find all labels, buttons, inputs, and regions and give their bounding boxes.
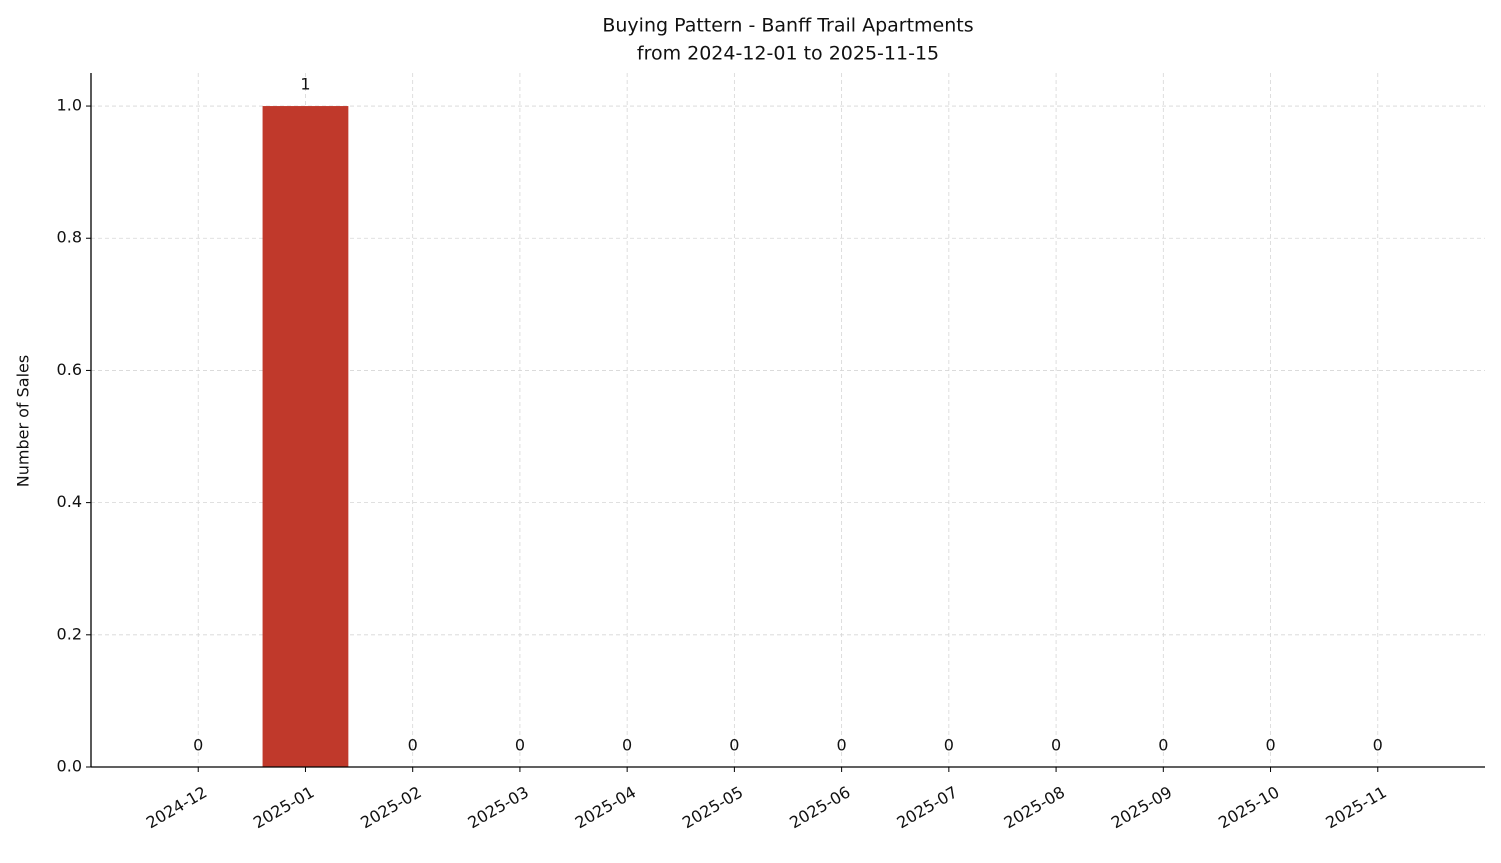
value-label: 0 [1265, 736, 1275, 755]
bar [262, 106, 349, 768]
value-label: 0 [193, 736, 203, 755]
value-label: 0 [622, 736, 632, 755]
y-tick-label: 1.0 [57, 96, 82, 115]
chart-subtitle: from 2024-12-01 to 2025-11-15 [637, 43, 939, 65]
y-tick-label: 0.8 [57, 228, 82, 247]
value-label: 0 [944, 736, 954, 755]
value-label: 1 [300, 75, 310, 94]
value-label: 0 [1373, 736, 1383, 755]
y-tick-label: 0.6 [57, 360, 82, 379]
value-label: 0 [1158, 736, 1168, 755]
y-tick-label: 0.4 [57, 492, 82, 511]
value-label: 0 [408, 736, 418, 755]
y-tick-label: 0.0 [57, 757, 82, 776]
chart-title: Buying Pattern - Banff Trail Apartments [602, 15, 973, 37]
y-axis-label: Number of Sales [14, 355, 33, 487]
value-label: 0 [837, 736, 847, 755]
y-tick-label: 0.2 [57, 624, 82, 643]
value-label: 0 [1051, 736, 1061, 755]
plot-area [262, 106, 349, 768]
value-label: 0 [729, 736, 739, 755]
value-label: 0 [515, 736, 525, 755]
